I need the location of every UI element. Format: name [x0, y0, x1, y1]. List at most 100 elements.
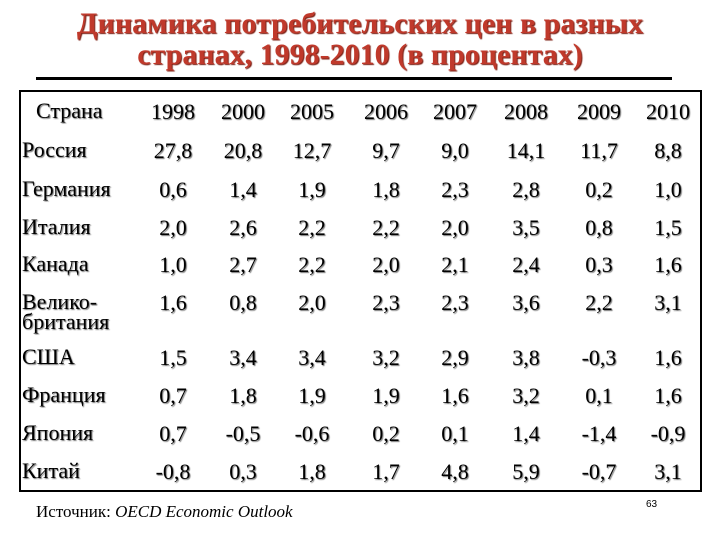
row-country-name: Германия [22, 176, 111, 201]
value-cell: 1,5 [654, 215, 682, 240]
row-country-name: британия [22, 309, 110, 334]
value-cell: 1,6 [654, 383, 682, 408]
value-cell: 3,4 [229, 345, 257, 370]
value-cell: 1,7 [372, 459, 400, 484]
row-country-name: Италия [22, 214, 91, 239]
value-cell: 1,8 [229, 383, 257, 408]
value-cell: -0,8 [155, 459, 191, 484]
header-year-cell: 1998 [151, 99, 195, 124]
row-country-name: Россия [22, 137, 87, 162]
header-year-cell: 2008 [504, 99, 548, 124]
value-cell: 3,2 [512, 383, 540, 408]
value-cell: 5,9 [512, 459, 540, 484]
value-cell: 8,8 [654, 138, 682, 163]
value-cell: 1,6 [654, 345, 682, 370]
value-cell: 2,0 [441, 215, 469, 240]
value-cell: -1,4 [581, 421, 617, 446]
source-label: Источник: [36, 502, 111, 521]
value-cell: 3,4 [298, 345, 326, 370]
value-cell: 2,3 [441, 290, 469, 315]
header-year-cell: 2010 [646, 99, 690, 124]
value-cell: 0,2 [585, 177, 613, 202]
header-year-cell: 2005 [290, 99, 334, 124]
value-cell: 0,6 [159, 177, 187, 202]
value-cell: 0,3 [229, 459, 257, 484]
value-cell: 2,4 [512, 252, 540, 277]
source-value: OECD Economic Outlook [115, 502, 293, 521]
value-cell: -0,9 [650, 421, 686, 446]
value-cell: 2,1 [441, 252, 469, 277]
value-cell: 1,6 [159, 290, 187, 315]
value-cell: 20,8 [223, 138, 263, 163]
value-cell: 2,2 [298, 252, 326, 277]
value-cell: 12,7 [292, 138, 332, 163]
value-cell: 2,2 [372, 215, 400, 240]
source-note: Источник: OECD Economic Outlook [36, 502, 293, 522]
value-cell: -0,6 [294, 421, 330, 446]
row-country-name: США [22, 344, 75, 369]
value-cell: -0,3 [581, 345, 617, 370]
row-country-name: Китай [22, 458, 80, 483]
value-cell: 1,9 [298, 383, 326, 408]
value-cell: 27,8 [153, 138, 193, 163]
slide-title: Динамика потребительских цен в разных ст… [0, 8, 720, 70]
value-cell: 2,3 [372, 290, 400, 315]
row-country-name: Франция [22, 382, 106, 407]
row-country-name: Канада [22, 251, 89, 276]
value-cell: 14,1 [506, 138, 546, 163]
value-cell: 9,7 [372, 138, 400, 163]
value-cell: 2,7 [229, 252, 257, 277]
value-cell: 4,8 [441, 459, 469, 484]
value-cell: 1,0 [159, 252, 187, 277]
value-cell: 3,6 [512, 290, 540, 315]
header-year-cell: 2006 [364, 99, 408, 124]
value-cell: 0,3 [585, 252, 613, 277]
slide-title-line-1: Динамика потребительских цен в разных [76, 7, 644, 40]
value-cell: 0,7 [159, 421, 187, 446]
title-divider [36, 77, 672, 80]
value-cell: 2,0 [372, 252, 400, 277]
value-cell: 11,7 [580, 138, 618, 163]
value-cell: 0,7 [159, 383, 187, 408]
value-cell: 2,8 [512, 177, 540, 202]
value-cell: -0,7 [581, 459, 617, 484]
value-cell: 1,6 [654, 252, 682, 277]
value-cell: 2,9 [441, 345, 469, 370]
value-cell: 2,2 [298, 215, 326, 240]
price-table-frame [19, 90, 702, 492]
value-cell: 3,2 [372, 345, 400, 370]
value-cell: 1,6 [441, 383, 469, 408]
header-country-label: Страна [36, 98, 103, 123]
value-cell: 3,1 [654, 290, 682, 315]
value-cell: -0,5 [225, 421, 261, 446]
value-cell: 0,1 [441, 421, 469, 446]
row-country-name: Япония [22, 420, 94, 445]
value-cell: 9,0 [441, 138, 469, 163]
value-cell: 1,8 [372, 177, 400, 202]
header-year-cell: 2007 [433, 99, 477, 124]
value-cell: 1,4 [229, 177, 257, 202]
header-year-cell: 2009 [577, 99, 621, 124]
value-cell: 1,0 [654, 177, 682, 202]
value-cell: 1,5 [159, 345, 187, 370]
value-cell: 3,8 [512, 345, 540, 370]
value-cell: 1,9 [372, 383, 400, 408]
value-cell: 2,0 [298, 290, 326, 315]
value-cell: 2,6 [229, 215, 257, 240]
value-cell: 1,8 [298, 459, 326, 484]
value-cell: 1,4 [512, 421, 540, 446]
value-cell: 2,2 [585, 290, 613, 315]
value-cell: 0,8 [585, 215, 613, 240]
slide-title-line-2: странах, 1998-2010 (в процентах) [137, 38, 583, 71]
value-cell: 3,1 [654, 459, 682, 484]
value-cell: 3,5 [512, 215, 540, 240]
row-country-name: Велико- [22, 289, 98, 314]
value-cell: 1,9 [298, 177, 326, 202]
value-cell: 0,2 [372, 421, 400, 446]
value-cell: 0,8 [229, 290, 257, 315]
value-cell: 2,3 [441, 177, 469, 202]
header-year-cell: 2000 [221, 99, 265, 124]
page-number: 63 [646, 499, 658, 510]
value-cell: 2,0 [159, 215, 187, 240]
value-cell: 0,1 [585, 383, 613, 408]
